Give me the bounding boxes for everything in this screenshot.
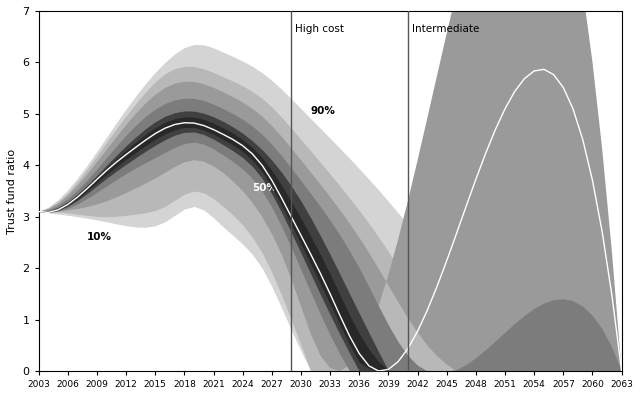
Y-axis label: Trust fund ratio: Trust fund ratio <box>7 148 17 234</box>
Text: 50%: 50% <box>252 183 277 193</box>
Text: High cost: High cost <box>295 24 344 34</box>
Text: 10%: 10% <box>87 232 112 242</box>
Text: Intermediate: Intermediate <box>412 24 479 34</box>
Text: 90%: 90% <box>310 106 335 116</box>
